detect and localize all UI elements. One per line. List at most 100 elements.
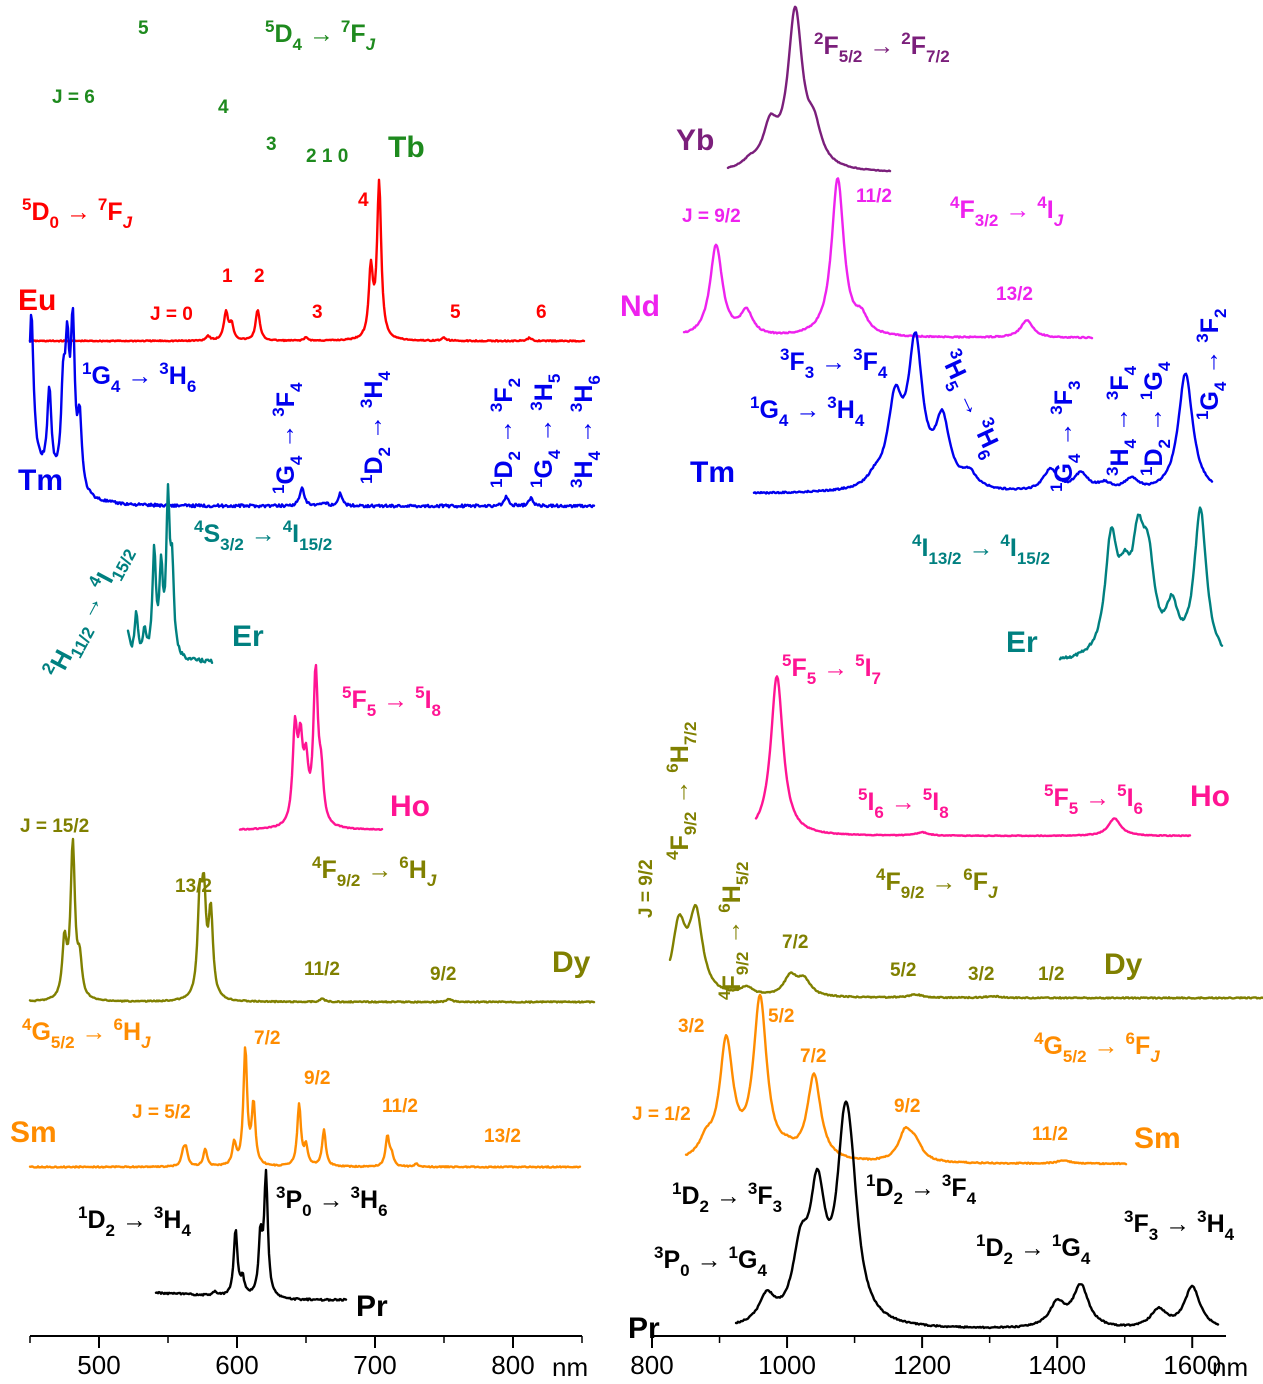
nir-er-spectrum-line [1058, 506, 1224, 661]
tm-1g4-3f4-label: 1G4 → 3F4 [269, 382, 306, 494]
dy-nir-j-label: J = 9/2 [636, 859, 657, 918]
ho-5f5-5i7-label: 5F5 → 5I7 [782, 651, 881, 688]
sm-visible-labels: 4G5/2 → 6HJ Sm J = 5/2 7/2 9/2 11/2 13/2 [10, 1015, 521, 1149]
dy-visible-labels: J = 15/2 4F9/2 → 6HJ 13/2 11/2 9/2 Dy [20, 816, 591, 985]
dy-4f92-6hj-label: 4F9/2 → 6HJ [312, 853, 437, 890]
ho-visible-labels: 5F5 → 5I8 Ho [342, 683, 441, 823]
pr-visible-labels: 1D2 → 3H4 3P0 → 3H6 Pr [78, 1183, 388, 1323]
sm-j7-label: 7/2 [254, 1028, 280, 1049]
nd-j11-label: 11/2 [856, 186, 892, 207]
axis-tick-label: 800 [630, 1350, 673, 1380]
sm-nir-j9-label: 9/2 [894, 1096, 920, 1117]
right-x-axis: 800 1000 1200 1400 1600 nm [630, 1335, 1248, 1382]
axis-tick-label: 500 [77, 1350, 120, 1380]
visible-sm-spectrum-line [28, 1046, 582, 1169]
dy-j9-label: 9/2 [430, 964, 456, 985]
tm-3h5-3h6-label: 3H5 → 3H6 [929, 345, 1010, 463]
pr-1d2-3h4-label: 1D2 → 3H4 [78, 1203, 191, 1240]
visible-eu-spectrum-line [28, 178, 586, 343]
tm-1d2-1g4-label: 1D2 → 1G4 [1137, 361, 1174, 476]
visible-er-spectrum-line [126, 483, 214, 664]
eu-labels: 5D0 → 7FJ Eu J = 0 1 2 3 4 5 6 [18, 190, 547, 325]
dy-nir-element-label: Dy [1104, 948, 1143, 981]
tb-element-label: Tb [388, 131, 425, 164]
pr-3f3-3h4-label: 3F3 → 3H4 [1124, 1207, 1235, 1244]
sm-4g52-6hj-label: 4G5/2 → 6HJ [22, 1015, 151, 1052]
nir-yb-spectrum-line [726, 5, 892, 173]
sm-nir-j7-label: 7/2 [800, 1046, 826, 1067]
tm-nir-labels: 3F3 → 3F4 1G4 → 3H4 3H5 → 3H6 Tm 1G4 → 3… [690, 308, 1230, 492]
pr-nir-labels: 1D2 → 3F3 1D2 → 3F4 3P0 → 1G4 1D2 → 1G4 … [628, 1171, 1235, 1345]
left-x-axis: 500 600 700 800 nm [29, 1335, 588, 1382]
ho-5f5-5i8-label: 5F5 → 5I8 [342, 683, 441, 720]
pr-1d2-3f4-label: 1D2 → 3F4 [866, 1171, 977, 1208]
pr-3p0-1g4-label: 3P0 → 1G4 [654, 1243, 767, 1280]
dy-nir-j1-label: 1/2 [1038, 964, 1064, 985]
axis-tick-label: 1600 [1163, 1350, 1221, 1380]
visible-ho-spectrum-line [238, 663, 384, 831]
tb-j210-label: 2 1 0 [306, 146, 348, 167]
tm-1g4-3h5-label: 1G4 → 3H5 [527, 374, 564, 488]
sm-visible-element-label: Sm [10, 1116, 57, 1149]
ho-visible-element-label: Ho [390, 790, 430, 823]
ho-nir-labels: 5F5 → 5I7 5I6 → 5I8 5F5 → 5I6 Ho [782, 651, 1230, 822]
axis-tick-label: 800 [491, 1350, 534, 1380]
pr-nir-element-label: Pr [628, 1312, 660, 1345]
eu-transition-label: 5D0 → 7FJ [22, 195, 133, 232]
dy-nir-j3-label: 3/2 [968, 964, 994, 985]
pr-visible-element-label: Pr [356, 1290, 388, 1323]
er-nir-labels: 4I13/2 → 4I15/2 Er [912, 531, 1050, 659]
visible-dy-spectrum-line [28, 837, 596, 1004]
ho-5i6-5i8-label: 5I6 → 5I8 [858, 785, 949, 822]
eu-j5-label: 5 [450, 302, 461, 323]
er-visible-element-label: Er [232, 620, 264, 653]
dy-j11-label: 11/2 [304, 959, 340, 980]
eu-j1-label: 1 [222, 266, 233, 287]
dy-j-label: J = 15/2 [20, 816, 89, 837]
tm-nir-element-label: Tm [690, 456, 735, 489]
dy-nir-j7-label: 7/2 [782, 932, 808, 953]
sm-nir-element-label: Sm [1134, 1122, 1181, 1155]
dy-visible-element-label: Dy [552, 946, 591, 979]
nd-transition-label: 4F3/2 → 4IJ [950, 193, 1064, 230]
nd-element-label: Nd [620, 290, 660, 323]
tm-1g4-3f2-label: 1G4 → 3F2 [1193, 308, 1230, 420]
tm-3f3-3f4-label: 3F3 → 3F4 [780, 345, 888, 382]
yb-element-label: Yb [676, 124, 714, 157]
tm-1g4-3h6-label: 1G4 → 3H6 [82, 359, 196, 396]
sm-nir-labels: 3/2 5/2 7/2 4G5/2 → 6FJ J = 1/2 9/2 11/2… [632, 1006, 1181, 1155]
sm-j-label: J = 5/2 [132, 1102, 191, 1123]
eu-j2-label: 2 [254, 266, 265, 287]
dy-4f92-6fj-label: 4F9/2 → 6FJ [876, 865, 998, 902]
sm-j9-label: 9/2 [304, 1068, 330, 1089]
nir-sm-spectrum-line [684, 993, 1128, 1166]
nd-labels: J = 9/2 11/2 4F3/2 → 4IJ Nd 13/2 [620, 186, 1064, 323]
sm-nir-j5-label: 5/2 [768, 1006, 794, 1027]
dy-j13-label: 13/2 [175, 876, 212, 897]
tm-1g4-3f3-label: 1G4 → 3F3 [1047, 380, 1084, 492]
er-4i132-label: 4I13/2 → 4I15/2 [912, 531, 1050, 568]
axis-tick-label: 1000 [758, 1350, 816, 1380]
eu-j6-label: 6 [536, 302, 547, 323]
tm-visible-labels: 1G4 → 3H6 Tm 1G4 → 3F4 1D2 → 3H4 1D2 → 3… [18, 359, 604, 497]
er-nir-element-label: Er [1006, 626, 1038, 659]
dy-4f92-6h72-label: 4F9/2 → 6H7/2 [663, 722, 700, 860]
ho-5f5-5i6-label: 5F5 → 5I6 [1044, 781, 1143, 818]
sm-nir-j-label: J = 1/2 [632, 1104, 691, 1125]
yb-transition-label: 2F5/2 → 2F7/2 [814, 29, 950, 66]
yb-labels: 2F5/2 → 2F7/2 Yb [676, 29, 950, 157]
tb-j5-label: 5 [138, 18, 149, 39]
spectra-traces [28, 5, 1263, 1330]
nir-dy-spectrum-line [668, 903, 1263, 1000]
eu-j4-label: 4 [358, 190, 369, 211]
right-unit-label: nm [1212, 1352, 1248, 1382]
ho-nir-element-label: Ho [1190, 780, 1230, 813]
tb-j3-label: 3 [266, 134, 277, 155]
er-4s32-label: 4S3/2 → 4I15/2 [194, 517, 332, 554]
nir-ho-spectrum-line [754, 675, 1192, 838]
eu-element-label: Eu [18, 284, 56, 317]
sm-j13-label: 13/2 [484, 1126, 521, 1147]
tb-j4-label: 4 [218, 97, 229, 118]
tm-1d2-3f2-label: 1D2 → 3F2 [487, 378, 524, 488]
